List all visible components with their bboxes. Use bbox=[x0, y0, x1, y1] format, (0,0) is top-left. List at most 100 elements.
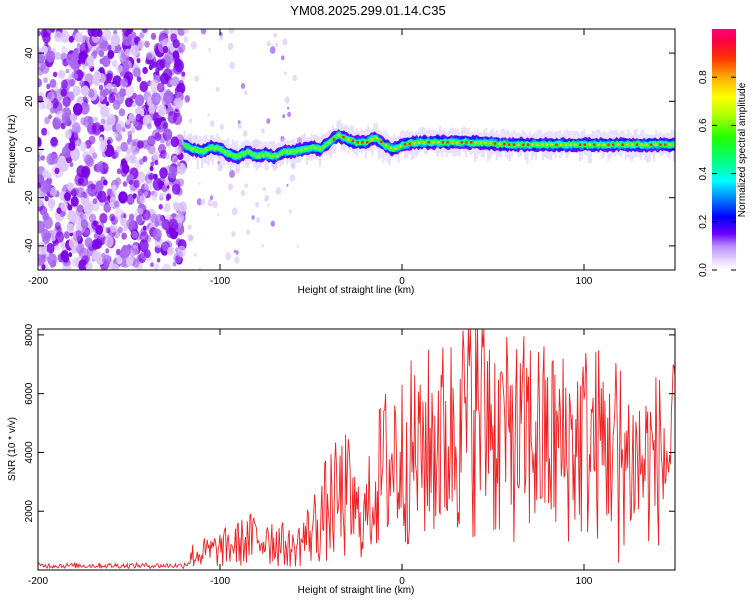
noise-speckle bbox=[125, 85, 135, 98]
ridge-peak bbox=[649, 143, 653, 146]
noise-speckle bbox=[111, 184, 117, 192]
ridge-peak bbox=[242, 153, 246, 156]
ridge-peak bbox=[640, 143, 643, 146]
noise-speckle bbox=[38, 155, 42, 162]
noise-speckle bbox=[46, 130, 51, 136]
noise-speckle bbox=[61, 145, 72, 158]
ridge-peak bbox=[304, 147, 307, 150]
ridge-peak bbox=[631, 143, 634, 146]
y-tick-label: 8000 bbox=[24, 323, 35, 346]
noise-speckle bbox=[84, 229, 90, 236]
noise-speckle bbox=[170, 136, 179, 148]
noise-speckle bbox=[38, 137, 42, 146]
noise-speckle bbox=[48, 114, 52, 120]
figure-title: YM08.2025.299.01.14.C35 bbox=[290, 3, 445, 18]
noise-speckle bbox=[107, 50, 115, 59]
x-tick-label: -200 bbox=[28, 576, 48, 587]
noise-speckle bbox=[52, 118, 62, 130]
ridge-peak bbox=[318, 147, 321, 151]
noise-speckle bbox=[184, 95, 190, 103]
noise-speckle bbox=[175, 238, 182, 247]
noise-speckle bbox=[98, 50, 105, 58]
noise-speckle bbox=[256, 216, 261, 223]
noise-speckle bbox=[237, 123, 242, 129]
noise-speckle bbox=[200, 198, 206, 206]
noise-speckle bbox=[43, 77, 48, 84]
noise-speckle bbox=[212, 200, 218, 209]
noise-speckle bbox=[183, 29, 190, 34]
noise-speckle bbox=[49, 78, 57, 88]
noise-speckle bbox=[99, 142, 108, 153]
noise-speckle bbox=[162, 68, 172, 81]
noise-speckle bbox=[136, 76, 142, 82]
ridge-peak bbox=[512, 143, 516, 146]
noise-speckle bbox=[110, 34, 121, 47]
noise-speckle bbox=[68, 141, 76, 151]
ridge-peak bbox=[247, 150, 251, 154]
colorbar-label: Normalized spectral amplitude bbox=[737, 82, 748, 217]
noise-speckle bbox=[106, 72, 113, 82]
noise-speckle bbox=[284, 71, 287, 76]
noise-speckle bbox=[65, 68, 70, 74]
noise-speckle bbox=[97, 73, 106, 84]
noise-speckle bbox=[145, 58, 150, 65]
noise-speckle bbox=[55, 244, 60, 251]
ridge-peak bbox=[507, 143, 511, 146]
noise-speckle bbox=[165, 196, 170, 202]
y-tick-label: 20 bbox=[24, 95, 35, 107]
noise-speckle bbox=[144, 190, 149, 197]
y-tick-label: 0 bbox=[24, 146, 35, 152]
noise-speckle bbox=[96, 161, 104, 171]
y-tick-label: 6000 bbox=[24, 382, 35, 405]
noise-speckle bbox=[210, 120, 215, 127]
noise-speckle bbox=[67, 204, 73, 211]
ridge-peak bbox=[578, 143, 582, 146]
ridge-peak bbox=[328, 141, 331, 145]
noise-speckle bbox=[139, 81, 149, 93]
noise-speckle bbox=[143, 179, 153, 192]
noise-speckle bbox=[198, 182, 201, 185]
y-tick-label: 4000 bbox=[24, 441, 35, 464]
noise-speckle bbox=[70, 147, 80, 161]
noise-speckle bbox=[135, 94, 145, 107]
noise-speckle bbox=[231, 231, 236, 238]
noise-speckle bbox=[109, 223, 118, 233]
noise-speckle bbox=[64, 129, 72, 139]
noise-speckle bbox=[273, 32, 278, 38]
noise-speckle bbox=[60, 79, 68, 89]
noise-speckle bbox=[132, 193, 137, 199]
noise-speckle bbox=[116, 64, 123, 73]
noise-speckle bbox=[109, 201, 115, 208]
ridge-peak bbox=[394, 147, 397, 150]
noise-speckle bbox=[86, 55, 95, 65]
snr-x-axis: -200 -100 0 100 bbox=[28, 329, 593, 587]
ridge-peak bbox=[536, 143, 539, 146]
noise-speckle bbox=[106, 114, 116, 126]
noise-speckle bbox=[157, 104, 167, 117]
noise-speckle bbox=[55, 174, 59, 179]
ridge-peak bbox=[219, 148, 222, 151]
noise-speckle bbox=[134, 108, 139, 114]
noise-speckle bbox=[92, 49, 98, 56]
y-tick-label: -20 bbox=[24, 190, 35, 205]
noise-speckle bbox=[125, 97, 133, 108]
noise-speckle bbox=[54, 167, 60, 175]
noise-speckle bbox=[196, 198, 202, 206]
ridge-peak bbox=[309, 146, 312, 149]
noise-speckle bbox=[102, 254, 111, 267]
noise-speckle bbox=[38, 30, 41, 37]
noise-speckle bbox=[242, 130, 248, 137]
noise-speckle bbox=[40, 29, 48, 38]
noise-speckle bbox=[287, 106, 290, 110]
noise-speckle bbox=[281, 55, 285, 61]
noise-speckle bbox=[97, 190, 107, 203]
noise-speckle bbox=[114, 208, 124, 221]
ridge-peak bbox=[276, 154, 279, 158]
ridge-peak bbox=[560, 143, 563, 146]
noise-speckle bbox=[54, 221, 61, 230]
ridge-peak bbox=[323, 145, 326, 149]
noise-speckle bbox=[136, 57, 141, 64]
noise-speckle bbox=[198, 267, 201, 270]
